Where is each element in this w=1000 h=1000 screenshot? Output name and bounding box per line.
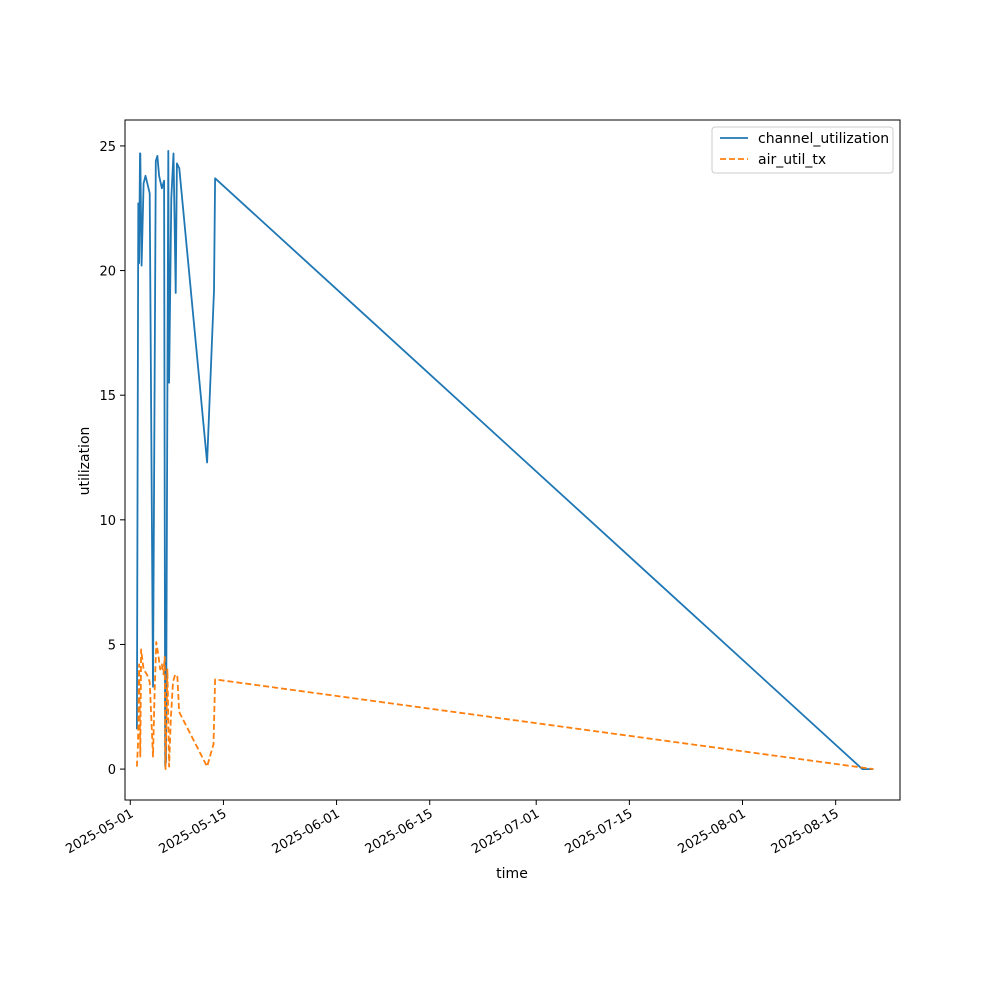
y-tick-label: 20	[99, 265, 116, 280]
legend-box	[711, 126, 894, 174]
plot-lines	[135, 149, 874, 770]
y-tick-label: 25	[99, 140, 116, 155]
y-axis-label: utilization	[77, 427, 93, 496]
series-line-air-util-tx	[136, 641, 874, 770]
y-tick-label: 0	[108, 763, 116, 778]
y-axis: 0 5 10 15 20 25	[99, 140, 125, 778]
y-tick-label: 10	[99, 514, 116, 529]
series-line-channel-utilization	[135, 149, 874, 770]
x-axis-label: time	[496, 866, 528, 882]
plot-frame	[124, 119, 901, 801]
legend-label-air-util-tx: air_util_tx	[758, 152, 826, 168]
legend: channel_utilization air_util_tx	[711, 126, 894, 174]
y-tick-label: 5	[108, 638, 116, 653]
y-tick-label: 15	[99, 389, 116, 404]
legend-label-channel-utilization: channel_utilization	[758, 131, 889, 147]
